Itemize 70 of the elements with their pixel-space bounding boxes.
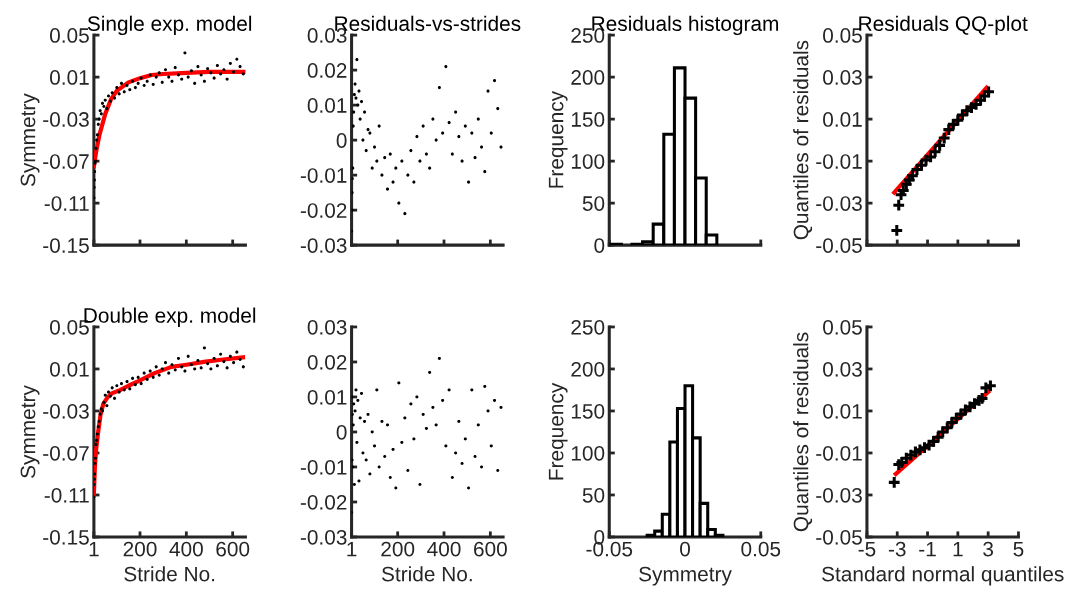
x-tick-label: 400 <box>427 541 461 557</box>
y-tick-label: 0.03 <box>823 70 862 85</box>
y-tick-label: -0.11 <box>44 487 89 503</box>
y-axis-title: Quantiles of residuals <box>793 40 813 240</box>
y-tick-label: -0.01 <box>816 154 862 169</box>
y-tick-label: -0.15 <box>43 529 89 545</box>
y-tick-label: -0.03 <box>300 238 347 253</box>
y-tick-label: 200 <box>571 70 605 85</box>
y-tick-label: -0.07 <box>43 154 89 169</box>
y-tick-label: 250 <box>571 319 605 335</box>
y-tick-label: 0 <box>336 424 347 440</box>
y-tick-label: 100 <box>571 154 605 169</box>
x-tick-label: 200 <box>123 541 157 557</box>
y-tick-label: -0.02 <box>300 203 347 218</box>
y-tick-label: 0.02 <box>307 354 347 370</box>
x-tick-label: 1 <box>953 541 963 557</box>
y-axis-title: Frequency <box>548 90 568 188</box>
x-tick-label: 0 <box>680 541 690 557</box>
y-tick-label: -0.01 <box>816 445 862 461</box>
x-tick-label: 400 <box>169 541 203 557</box>
y-tick-label: 0 <box>594 238 605 253</box>
y-tick-label: 0.05 <box>823 319 862 335</box>
y-tick-label: 0.01 <box>307 98 347 113</box>
x-axis-title: Stride No. <box>124 566 215 582</box>
y-tick-label: 0.01 <box>50 361 89 377</box>
y-tick-label: 0.01 <box>823 112 862 127</box>
x-tick-label: -3 <box>888 541 906 557</box>
y-tick-label: 0.01 <box>307 389 347 405</box>
x-tick-label: -1 <box>919 541 936 557</box>
y-axis-title: Quantiles of residuals <box>793 332 813 532</box>
y-tick-label: -0.03 <box>300 529 347 545</box>
y-tick-label: -0.11 <box>44 196 89 211</box>
y-tick-label: 0.01 <box>50 70 89 85</box>
y-tick-label: -0.01 <box>300 168 347 183</box>
y-tick-label: -0.01 <box>300 459 347 475</box>
y-axis-title: Symmetry <box>20 93 40 187</box>
x-tick-label: 1 <box>347 541 357 557</box>
x-tick-label: 0.05 <box>741 541 781 557</box>
x-axis-title: Symmetry <box>639 566 732 586</box>
x-tick-label: 200 <box>381 541 415 557</box>
x-tick-label: 5 <box>1013 541 1024 557</box>
y-tick-label: 150 <box>571 403 605 419</box>
y-tick-label: 0.03 <box>823 361 862 377</box>
y-tick-label: -0.02 <box>300 494 347 510</box>
y-tick-label: 100 <box>571 445 605 461</box>
y-tick-label: -0.05 <box>816 238 862 253</box>
x-axis-title: Stride No. <box>381 566 472 582</box>
y-tick-label: -0.07 <box>43 445 89 461</box>
x-tick-label: 3 <box>983 541 994 557</box>
y-tick-label: 150 <box>571 112 605 127</box>
x-tick-label: 600 <box>474 541 507 557</box>
x-tick-label: 600 <box>216 541 250 557</box>
y-tick-label: 0 <box>336 133 347 148</box>
y-tick-label: 0.01 <box>823 403 862 419</box>
y-tick-label: 50 <box>582 487 605 503</box>
y-tick-label: 50 <box>582 196 605 211</box>
y-tick-label: 0.02 <box>307 63 347 78</box>
y-tick-label: -0.03 <box>816 487 862 503</box>
y-axis-title: Frequency <box>548 382 568 480</box>
y-tick-label: -0.03 <box>43 403 89 419</box>
y-tick-label: -0.15 <box>43 238 89 253</box>
y-tick-label: -0.03 <box>43 112 89 127</box>
y-tick-label: -0.03 <box>816 196 862 211</box>
y-tick-label: 200 <box>571 361 605 377</box>
y-tick-label: 0.03 <box>307 319 347 335</box>
chart-title: Single exp. model <box>87 15 252 36</box>
y-tick-label: 0.05 <box>50 28 89 43</box>
x-tick-label: 1 <box>89 541 99 557</box>
x-axis-title: Standard normal quantiles <box>822 566 1064 586</box>
y-axis-title: Symmetry <box>20 385 40 478</box>
